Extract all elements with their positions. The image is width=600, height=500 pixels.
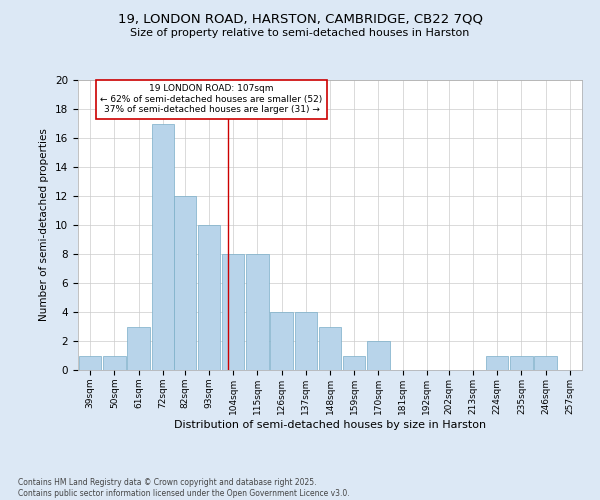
Bar: [535, 356, 557, 370]
Bar: [127, 326, 150, 370]
Bar: [246, 254, 269, 370]
Y-axis label: Number of semi-detached properties: Number of semi-detached properties: [40, 128, 49, 322]
Bar: [486, 356, 508, 370]
Bar: [198, 225, 220, 370]
Bar: [152, 124, 174, 370]
Bar: [367, 341, 389, 370]
Bar: [319, 326, 341, 370]
Bar: [173, 196, 196, 370]
Bar: [510, 356, 533, 370]
Bar: [222, 254, 244, 370]
Bar: [295, 312, 317, 370]
Text: 19 LONDON ROAD: 107sqm
← 62% of semi-detached houses are smaller (52)
37% of sem: 19 LONDON ROAD: 107sqm ← 62% of semi-det…: [100, 84, 323, 114]
Bar: [103, 356, 125, 370]
X-axis label: Distribution of semi-detached houses by size in Harston: Distribution of semi-detached houses by …: [174, 420, 486, 430]
Bar: [79, 356, 101, 370]
Bar: [343, 356, 365, 370]
Text: Contains HM Land Registry data © Crown copyright and database right 2025.
Contai: Contains HM Land Registry data © Crown c…: [18, 478, 350, 498]
Text: 19, LONDON ROAD, HARSTON, CAMBRIDGE, CB22 7QQ: 19, LONDON ROAD, HARSTON, CAMBRIDGE, CB2…: [118, 12, 482, 26]
Text: Size of property relative to semi-detached houses in Harston: Size of property relative to semi-detach…: [130, 28, 470, 38]
Bar: [271, 312, 293, 370]
